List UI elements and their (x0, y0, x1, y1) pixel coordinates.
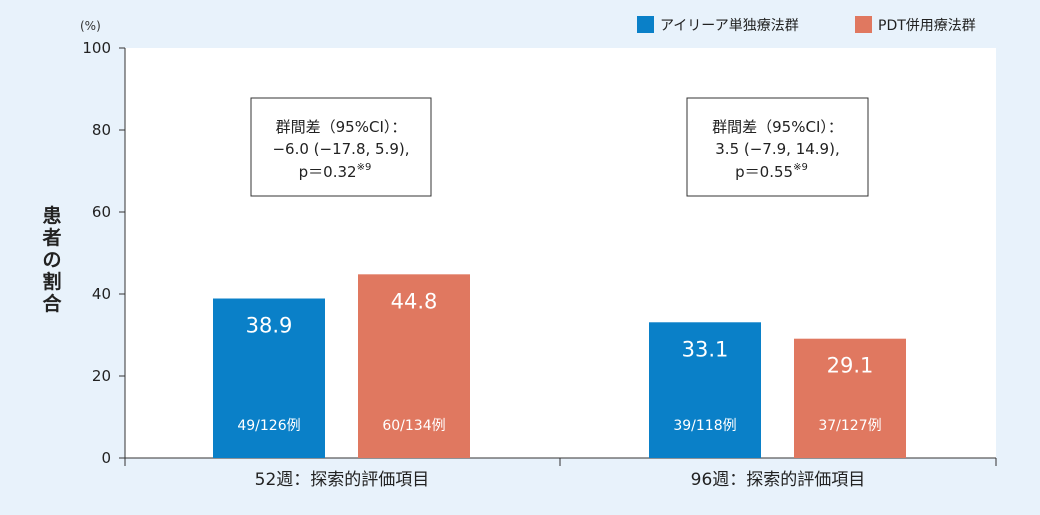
y-label-char: 者 (42, 227, 61, 249)
annotation-line: −6.0 (−17.8, 5.9), (272, 140, 409, 158)
bar-count-label: 49/126例 (237, 418, 300, 434)
annotation-footnote-mark: ※9 (793, 162, 808, 173)
x-category-label: 52週：探索的評価項目 (255, 470, 430, 490)
y-label-char: 合 (42, 292, 62, 315)
bar (358, 274, 470, 458)
legend-swatch (637, 16, 654, 33)
bar (794, 338, 906, 458)
category-labels: 52週：探索的評価項目 96週：探索的評価項目 (255, 470, 866, 490)
x-category-label: 96週：探索的評価項目 (691, 470, 866, 490)
legend-swatch (855, 16, 872, 33)
annotation-footnote-mark: ※9 (357, 162, 372, 173)
bar-value-label: 38.9 (246, 314, 293, 338)
annotation-line: 群間差（95%CI）： (712, 118, 843, 136)
y-tick-label: 100 (82, 39, 111, 57)
annotation-box: 群間差（95%CI）： −6.0 (−17.8, 5.9), p＝0.32※9 (250, 97, 432, 197)
bar (649, 322, 761, 458)
annotation-frame (686, 97, 869, 197)
bar-count-label: 39/118例 (673, 418, 736, 434)
y-label-char: 患 (42, 204, 61, 227)
bar-value-label: 44.8 (391, 289, 438, 313)
bar-value-label: 29.1 (827, 354, 874, 378)
bars: 38.9 49/126例 44.8 60/134例 33.1 39/118例 29.1 37/… (213, 274, 906, 458)
annotation-line: 群間差（95%CI）： (276, 118, 407, 136)
annotation-line: 3.5 (−7.9, 14.9), (715, 140, 839, 158)
annotations: 群間差（95%CI）：−6.0 (−17.8, 5.9),p＝0.32※9群間差… (250, 97, 869, 197)
y-tick-label: 20 (92, 367, 111, 385)
annotation-box: 群間差（95%CI）： 3.5 (−7.9, 14.9), p＝0.55※9 (686, 97, 869, 197)
y-tick-label: 60 (92, 203, 111, 221)
y-unit-label: (%) (80, 19, 101, 33)
bar-count-label: 60/134例 (382, 418, 445, 434)
annotation-pvalue: p＝0.32※9 (299, 162, 372, 181)
legend: アイリーア単独療法群 PDT併用療法群 (637, 16, 976, 34)
bar-value-label: 33.1 (682, 337, 729, 361)
annotation-pvalue: p＝0.55※9 (735, 162, 808, 181)
legend-label: アイリーア単独療法群 (660, 17, 799, 34)
y-tick-label: 0 (101, 449, 111, 467)
y-label-char: 割 (42, 270, 61, 293)
legend-label: PDT併用療法群 (878, 17, 976, 34)
y-tick-label: 80 (92, 121, 111, 139)
bar (213, 298, 325, 458)
y-tick-label: 40 (92, 285, 111, 303)
y-label-char: の (42, 249, 61, 271)
bar-count-label: 37/127例 (818, 418, 881, 434)
annotation-frame (250, 97, 432, 197)
